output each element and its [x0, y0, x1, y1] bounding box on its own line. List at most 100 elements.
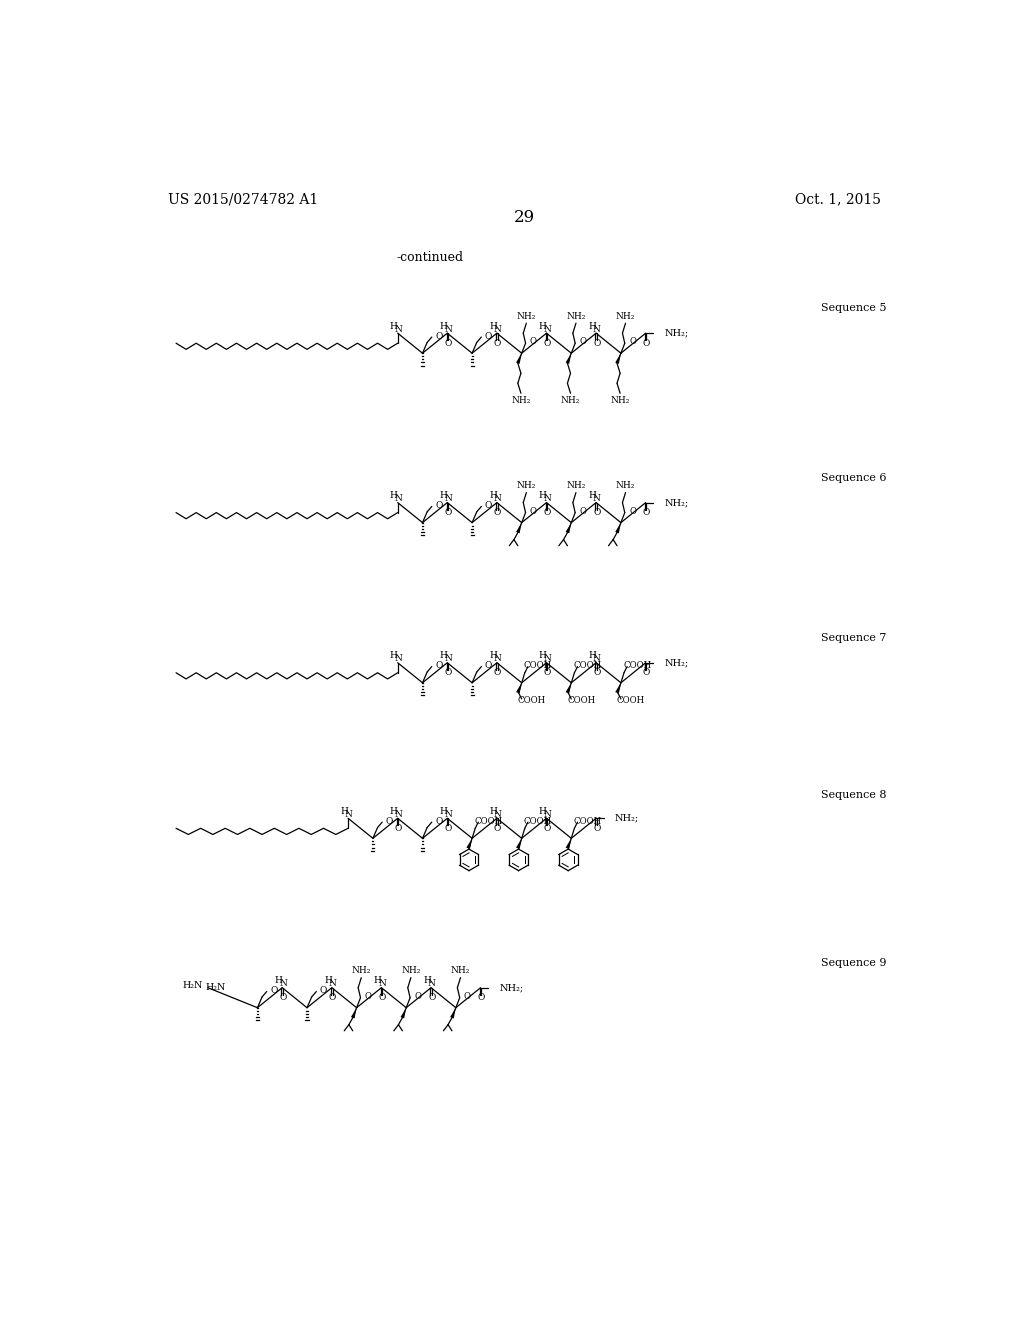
Text: NH₂: NH₂	[615, 312, 635, 321]
Text: O: O	[494, 824, 502, 833]
Text: NH₂: NH₂	[451, 966, 470, 975]
Text: COOH: COOH	[573, 661, 602, 671]
Text: Oct. 1, 2015: Oct. 1, 2015	[796, 193, 882, 206]
Polygon shape	[351, 1007, 356, 1019]
Text: N: N	[544, 655, 551, 664]
Polygon shape	[565, 354, 571, 364]
Text: H: H	[539, 651, 547, 660]
Text: COOH: COOH	[624, 661, 651, 671]
Text: O: O	[544, 668, 551, 677]
Text: Sequence 7: Sequence 7	[821, 632, 887, 643]
Text: O: O	[415, 991, 421, 1001]
Text: H₂N: H₂N	[182, 981, 203, 990]
Text: N: N	[378, 979, 386, 989]
Text: O: O	[280, 993, 287, 1002]
Text: O: O	[319, 986, 327, 995]
Text: NH₂: NH₂	[566, 312, 586, 321]
Text: H: H	[489, 322, 497, 331]
Text: H: H	[274, 977, 283, 985]
Text: H: H	[588, 322, 596, 331]
Polygon shape	[615, 523, 621, 533]
Text: O: O	[494, 508, 502, 517]
Text: O: O	[385, 817, 393, 826]
Text: O: O	[484, 661, 493, 671]
Text: H: H	[390, 651, 397, 660]
Text: Sequence 6: Sequence 6	[821, 473, 887, 483]
Text: O: O	[643, 508, 650, 517]
Text: NH₂;: NH₂;	[665, 329, 688, 338]
Text: NH₂;: NH₂;	[614, 814, 639, 822]
Text: N: N	[394, 494, 402, 503]
Text: N: N	[544, 494, 551, 503]
Text: O: O	[329, 993, 336, 1002]
Text: H: H	[324, 977, 332, 985]
Text: N: N	[444, 655, 452, 664]
Text: NH₂;: NH₂;	[665, 498, 688, 507]
Polygon shape	[565, 523, 571, 533]
Text: H: H	[390, 491, 397, 500]
Text: H₂N: H₂N	[206, 983, 225, 993]
Text: N: N	[593, 494, 601, 503]
Text: O: O	[593, 824, 600, 833]
Text: NH₂: NH₂	[511, 396, 530, 405]
Text: O: O	[529, 337, 537, 346]
Text: O: O	[270, 986, 278, 995]
Text: H: H	[539, 807, 547, 816]
Text: O: O	[435, 661, 442, 671]
Text: NH₂;: NH₂;	[665, 659, 688, 667]
Text: H: H	[439, 322, 447, 331]
Text: N: N	[544, 325, 551, 334]
Text: O: O	[529, 507, 537, 516]
Text: Sequence 9: Sequence 9	[821, 958, 887, 968]
Text: NH₂: NH₂	[615, 482, 635, 490]
Text: H: H	[489, 807, 497, 816]
Text: NH₂: NH₂	[401, 966, 421, 975]
Text: O: O	[494, 339, 502, 347]
Text: H: H	[439, 651, 447, 660]
Polygon shape	[516, 682, 521, 693]
Text: H: H	[439, 491, 447, 500]
Text: US 2015/0274782 A1: US 2015/0274782 A1	[168, 193, 318, 206]
Text: O: O	[593, 508, 600, 517]
Text: O: O	[544, 824, 551, 833]
Text: O: O	[643, 668, 650, 677]
Text: O: O	[444, 508, 452, 517]
Text: O: O	[444, 339, 452, 347]
Text: H: H	[588, 491, 596, 500]
Polygon shape	[565, 838, 571, 849]
Text: NH₂: NH₂	[566, 482, 586, 490]
Text: N: N	[494, 655, 502, 664]
Text: H: H	[489, 651, 497, 660]
Text: NH₂: NH₂	[517, 312, 536, 321]
Text: O: O	[464, 991, 471, 1001]
Text: Sequence 8: Sequence 8	[821, 789, 887, 800]
Text: N: N	[394, 655, 402, 664]
Text: O: O	[544, 339, 551, 347]
Text: H: H	[390, 322, 397, 331]
Text: O: O	[629, 337, 636, 346]
Text: O: O	[444, 668, 452, 677]
Text: N: N	[280, 979, 287, 989]
Polygon shape	[451, 1007, 456, 1019]
Text: O: O	[435, 817, 442, 826]
Text: COOH: COOH	[518, 696, 546, 705]
Text: Sequence 5: Sequence 5	[821, 304, 887, 313]
Text: N: N	[593, 655, 601, 664]
Text: H: H	[439, 807, 447, 816]
Text: -continued: -continued	[396, 251, 464, 264]
Text: COOH: COOH	[573, 817, 602, 826]
Text: N: N	[593, 325, 601, 334]
Text: NH₂: NH₂	[351, 966, 371, 975]
Text: O: O	[643, 339, 650, 347]
Text: O: O	[379, 993, 386, 1002]
Text: O: O	[494, 668, 502, 677]
Text: COOH: COOH	[616, 696, 645, 705]
Text: N: N	[494, 810, 502, 818]
Text: O: O	[580, 507, 587, 516]
Polygon shape	[615, 682, 621, 693]
Polygon shape	[516, 523, 521, 533]
Text: N: N	[444, 810, 452, 818]
Text: H: H	[390, 807, 397, 816]
Text: NH₂: NH₂	[610, 396, 630, 405]
Text: COOH: COOH	[474, 817, 503, 826]
